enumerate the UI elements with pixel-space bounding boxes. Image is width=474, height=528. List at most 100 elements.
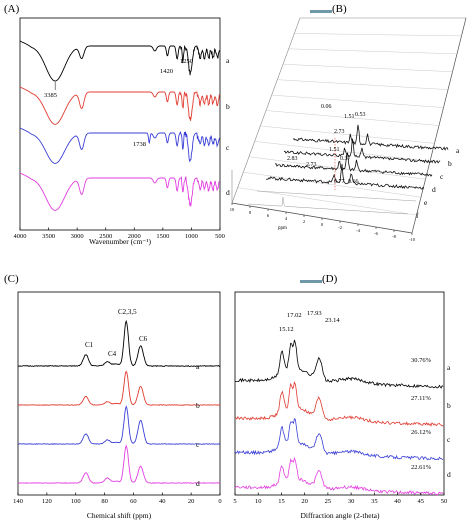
ftir-tick-label: 1000 <box>185 233 198 240</box>
cp-mas-peak-c1: C1 <box>85 341 94 349</box>
cp-mas-series-b <box>17 370 221 406</box>
waterfall-grid-line <box>282 64 453 72</box>
cp-mas-tick-label: 60 <box>130 498 137 505</box>
ftir-tick-label: 2500 <box>99 233 112 240</box>
ftir-series-label: a <box>226 56 230 65</box>
cp-mas-series-label: a <box>196 362 200 371</box>
xrd-series-b <box>234 381 444 427</box>
cp-mas-x-axis-label: Chemical shift (ppm) <box>87 511 152 520</box>
xrd-frame <box>234 291 445 496</box>
nmr-peak-label-10: 0.66 <box>348 179 359 185</box>
nmr-tick-label: 2 <box>303 219 305 224</box>
nmr-peak-label-2: 2.73 <box>334 129 345 135</box>
nmr-tick-label: 0 <box>321 222 324 227</box>
ftir-series-d <box>19 172 220 211</box>
panel-d-marker <box>300 280 322 283</box>
ftir-annotation-1420: 1420 <box>160 68 173 75</box>
nmr-tick-label: -10 <box>409 237 416 242</box>
nmr-tick-label: -2 <box>338 225 342 230</box>
panel-label-b: (B) <box>332 3 347 15</box>
nmr-series-label: a <box>456 146 460 155</box>
nmr-series-label: b <box>448 159 452 168</box>
cp-mas-tick-label: 140 <box>13 498 23 505</box>
xrd-series-label: c <box>447 435 451 444</box>
xrd-crystallinity-label: 30.76% <box>411 357 432 364</box>
waterfall-grid-line <box>277 79 449 90</box>
nmr-tick-label: 10 <box>230 207 235 212</box>
nmr-series-e <box>256 190 417 202</box>
nmr-tick-label: 8 <box>249 210 252 215</box>
nmr-peak-label-8: 1.51 <box>329 147 340 153</box>
xrd-tick-label: 15 <box>278 498 285 505</box>
waterfall-grid-line <box>260 125 435 144</box>
xrd-peak-15-12: 15.12 <box>279 326 294 333</box>
ftir-frame <box>19 17 221 231</box>
nmr-series-c <box>274 152 433 177</box>
xrd-crystallinity-label: 26.12% <box>411 429 432 436</box>
xrd-tick-label: 45 <box>418 498 425 505</box>
nmr-peak-label-6: 2.83 <box>287 156 298 162</box>
ftir-annotation-1738: 1738 <box>133 141 146 148</box>
xrd-tick-label: 40 <box>394 498 401 505</box>
cp-mas-series-label: d <box>196 479 200 488</box>
panel-label-a: (A) <box>4 3 20 15</box>
nmr-series-label: d <box>432 185 436 194</box>
ftir-tick-label: 4000 <box>14 233 27 240</box>
nmr-peak-label-9: 0.77 <box>334 179 345 185</box>
waterfall-grid-line <box>243 171 422 198</box>
waterfall-grid-line <box>271 94 444 108</box>
xrd-series-d <box>234 456 444 496</box>
xrd-series-a <box>235 339 444 389</box>
xrd-series-label: b <box>447 401 451 410</box>
xrd-tick-label: 35 <box>371 498 378 505</box>
waterfall-grid-line <box>265 110 440 126</box>
ftir-x-axis-label: Wavenumber (cm⁻¹) <box>89 237 152 246</box>
cp-mas-peak-c4: C4 <box>108 350 117 358</box>
cp-mas-peak-c6: C6 <box>139 335 148 343</box>
cp-mas-tick-label: 40 <box>159 498 166 505</box>
cp-mas-series-a <box>17 319 220 368</box>
xrd-series-label: a <box>447 363 451 372</box>
xrd-peak-17-02: 17.02 <box>287 312 302 319</box>
xrd-panel: a 30.76% b 27.11% c 26.12% d 22.61% 5 10 15 20 25 30… <box>233 291 451 520</box>
waterfall-back-plane <box>231 17 467 234</box>
xrd-series-c <box>234 418 444 461</box>
nmr-series-f <box>247 197 409 215</box>
ftir-series-a <box>19 40 221 82</box>
ftir-tick-label: 3500 <box>42 233 55 240</box>
nmr-peak-label-7: 2.73 <box>306 162 317 168</box>
cp-mas-peak-c235: C2,3,5 <box>118 308 137 316</box>
ftir-tick-label: 2000 <box>128 233 141 240</box>
xrd-tick-label: 20 <box>301 498 308 505</box>
nmr-series-b <box>283 138 441 164</box>
xrd-tick-label: 10 <box>255 498 262 505</box>
panel-label-d: (D) <box>322 273 338 285</box>
cp-mas-series-label: b <box>196 401 200 410</box>
nmr-series-label: e <box>424 198 428 207</box>
nmr-peak-label-5: 0.37 <box>340 156 351 162</box>
xrd-crystallinity-label: 22.61% <box>411 464 432 471</box>
ftir-annotation-3385: 3385 <box>44 92 57 99</box>
cp-mas-tick-label: 100 <box>71 498 81 505</box>
ftir-series-c <box>19 127 221 164</box>
ftir-tick-label: 3000 <box>71 233 84 240</box>
ftir-tick-label: 1500 <box>156 233 169 240</box>
xrd-tick-label: 5 <box>233 498 236 505</box>
waterfall-grid-line <box>294 33 462 37</box>
xrd-tick-label: 25 <box>325 498 332 505</box>
nmr-tick-label: 4 <box>285 216 288 221</box>
ftir-panel: a b c d 4000 3500 3000 2500 2000 1500 1000 500 Wav… <box>14 17 230 246</box>
xrd-x-axis-label: Diffraction angle (2-theta) <box>301 511 380 520</box>
cp-mas-tick-label: 20 <box>188 498 195 505</box>
cp-mas-frame <box>17 291 221 496</box>
nmr-peak-label-3: 1.51 <box>344 114 355 120</box>
nmr-peak-label-4: 0.53 <box>355 112 366 118</box>
nmr-series-d <box>265 163 425 190</box>
panel-label-c: (C) <box>4 273 19 285</box>
nmr-series-label: c <box>440 172 444 181</box>
ftir-series-label: c <box>226 143 230 152</box>
ftir-tick-label: 500 <box>215 233 225 240</box>
nmr-series-label: f <box>416 211 419 220</box>
